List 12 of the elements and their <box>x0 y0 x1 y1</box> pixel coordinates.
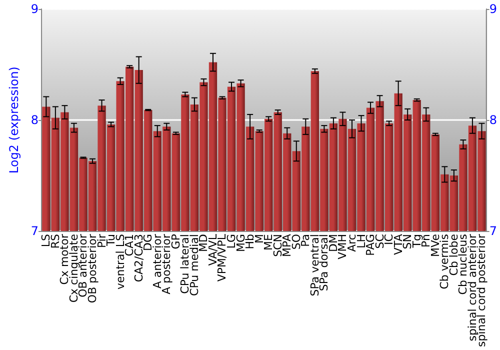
y2-tick-label: 8 <box>489 113 498 128</box>
y-axis-title: Log2 (expression) <box>7 66 21 174</box>
x-tick-label: Tg <box>410 234 424 249</box>
x-tick-label: OB posterior <box>86 234 100 304</box>
y2-tick-label: 7 <box>489 224 498 238</box>
y-tick-label: 7 <box>30 224 39 238</box>
y2-tick-label: 9 <box>489 2 498 16</box>
y-tick-label: 9 <box>30 2 39 16</box>
y-tick-label: 8 <box>30 113 39 128</box>
x-tick-label: spinal cord posterior <box>475 234 488 348</box>
x-tick-label: A posterior <box>160 234 174 294</box>
x-tick-label: Arc <box>345 234 358 252</box>
